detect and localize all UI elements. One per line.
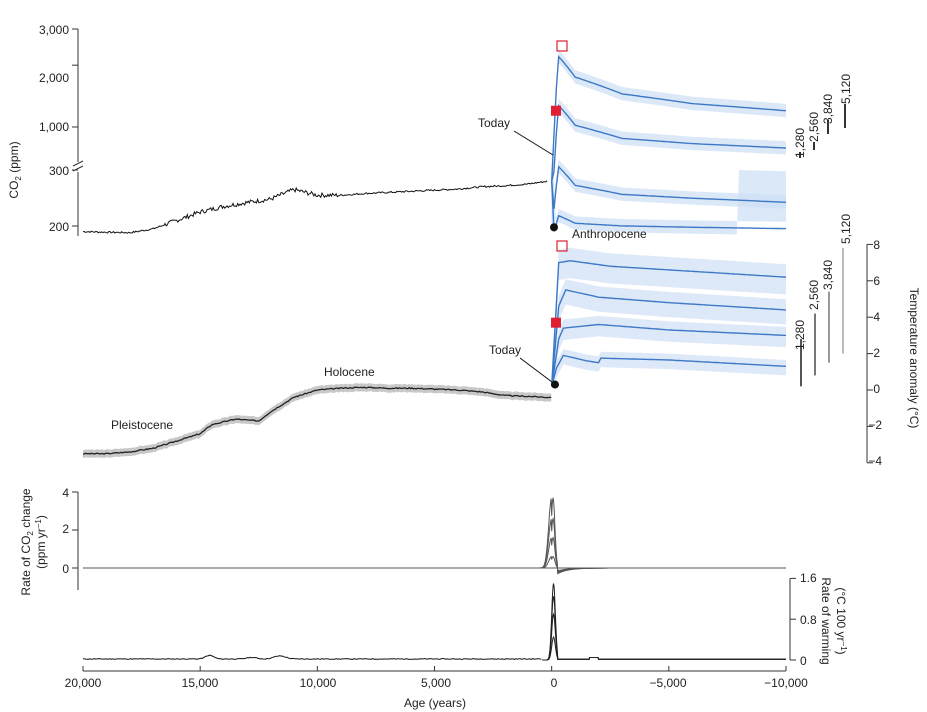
markers: [513, 40, 568, 389]
holocene-label: Holocene: [324, 365, 375, 379]
co2-uncertainty-band: [551, 49, 786, 234]
today-leader-temp: [519, 357, 553, 383]
labels: CO2 (ppm) 3,000 2,000 1,000 300 200 Toda…: [7, 23, 921, 710]
co2-axis-label: CO2 (ppm): [7, 141, 23, 198]
uncertainty-bands: [83, 49, 786, 459]
anthropocene-label: Anthropocene: [572, 227, 647, 241]
co2-scenario-line-4: [551, 54, 787, 182]
co2-scenario-line-2: [551, 165, 787, 209]
temp-tick-label: −2: [868, 418, 882, 432]
co2-rate-axis-label: Rate of CO2 change: [19, 488, 35, 596]
temp-axis-label: Temperature anomaly (°C): [907, 288, 921, 429]
today-marker-temp: [551, 380, 559, 389]
warming-rate-axis-label-units: (°C 100 yr−1): [834, 587, 848, 654]
temp-tick-label: 6: [873, 274, 880, 288]
co2-tick-label: 2,000: [39, 71, 69, 85]
temp-tick-label: 0: [873, 382, 880, 396]
temp-uncertainty-band: [551, 315, 786, 387]
temp-scenario-line-2: [551, 323, 787, 387]
warming-rate-tick-label: 0.8: [800, 613, 817, 627]
co2-scenario-label: 5,120: [839, 74, 853, 104]
filled-square-temp: [551, 317, 561, 328]
today-marker-co2: [550, 223, 558, 232]
today-label-temp: Today: [489, 343, 521, 357]
co2-scenario-line-3: [551, 104, 787, 182]
axes: [72, 28, 873, 672]
temp-scenario-line-1: [551, 354, 787, 387]
warming-rate-line-4: [542, 583, 786, 661]
temp-uncertainty-band: [551, 247, 786, 387]
temp-scenario-line-4: [551, 260, 787, 387]
co2-scenario-label: 1,280: [793, 128, 807, 158]
co2-rate-line-2: [537, 536, 622, 573]
temp-paleo-line: [82, 386, 552, 455]
co2-tick-label: 300: [49, 164, 69, 178]
open-square-temp: [556, 240, 568, 252]
co2-tick-label: 3,000: [39, 23, 69, 37]
temp-scenario-line-3: [551, 289, 787, 387]
temp-scenario-label: 3,840: [821, 260, 835, 290]
warming-rate-line-2: [542, 612, 786, 661]
temp-tick-label: 4: [873, 310, 880, 324]
x-tick-label: 15,000: [182, 676, 219, 690]
x-tick-label: −10,000: [764, 676, 808, 690]
x-tick-label: −5,000: [649, 676, 686, 690]
co2-rate-line-3: [537, 516, 622, 574]
temp-tick-label: 2: [873, 346, 880, 360]
x-tick-label: 5,000: [421, 676, 451, 690]
temp-paleo-band: [83, 383, 552, 459]
temp-scenario-label: 1,280: [793, 320, 807, 350]
x-tick-label: 0: [551, 676, 558, 690]
co2-scenario-label: 2,560: [807, 112, 821, 142]
warming-rate-tick-label: 0: [800, 654, 807, 668]
co2-scenario-line-1: [551, 181, 786, 232]
x-tick-label: 20,000: [65, 676, 102, 690]
co2-tick-label: 1,000: [39, 120, 69, 134]
co2-scenario-label: 3,840: [821, 94, 835, 124]
temp-tick-label: −4: [868, 454, 882, 468]
today-label-co2: Today: [478, 116, 510, 130]
co2-rate-tick-label: 0: [62, 562, 69, 576]
x-axis-label: Age (years): [404, 696, 466, 710]
warming-rate-line-1: [542, 635, 786, 661]
co2-uncertainty-band: [551, 98, 786, 234]
data-lines: [82, 54, 787, 661]
temp-tick-label: 8: [873, 238, 880, 252]
co2-rate-axis-label-units: (ppm yr−1): [34, 515, 48, 569]
co2-rate-tick-label: 4: [62, 486, 69, 500]
warming-rate-line-3: [542, 596, 786, 661]
co2-tick-label: 200: [49, 220, 69, 234]
temp-scenario-label: 5,120: [839, 214, 853, 244]
co2-rate-tick-label: 2: [62, 522, 69, 536]
pleistocene-label: Pleistocene: [111, 418, 173, 432]
warming-rate-tick-label: 1.6: [800, 571, 817, 585]
x-tick-label: 10,000: [300, 676, 337, 690]
warming-rate-axis-label: Rate of warming: [819, 577, 833, 664]
filled-square-co2: [551, 105, 561, 116]
open-square-co2: [556, 40, 568, 52]
temp-uncertainty-band: [551, 349, 786, 387]
temp-scenario-label: 2,560: [807, 280, 821, 310]
co2-paleo-line: [82, 180, 548, 234]
co2-rate-line-4: [537, 497, 622, 575]
today-leader-co2: [513, 130, 554, 156]
warming-rate-paleo-line: [82, 654, 542, 660]
